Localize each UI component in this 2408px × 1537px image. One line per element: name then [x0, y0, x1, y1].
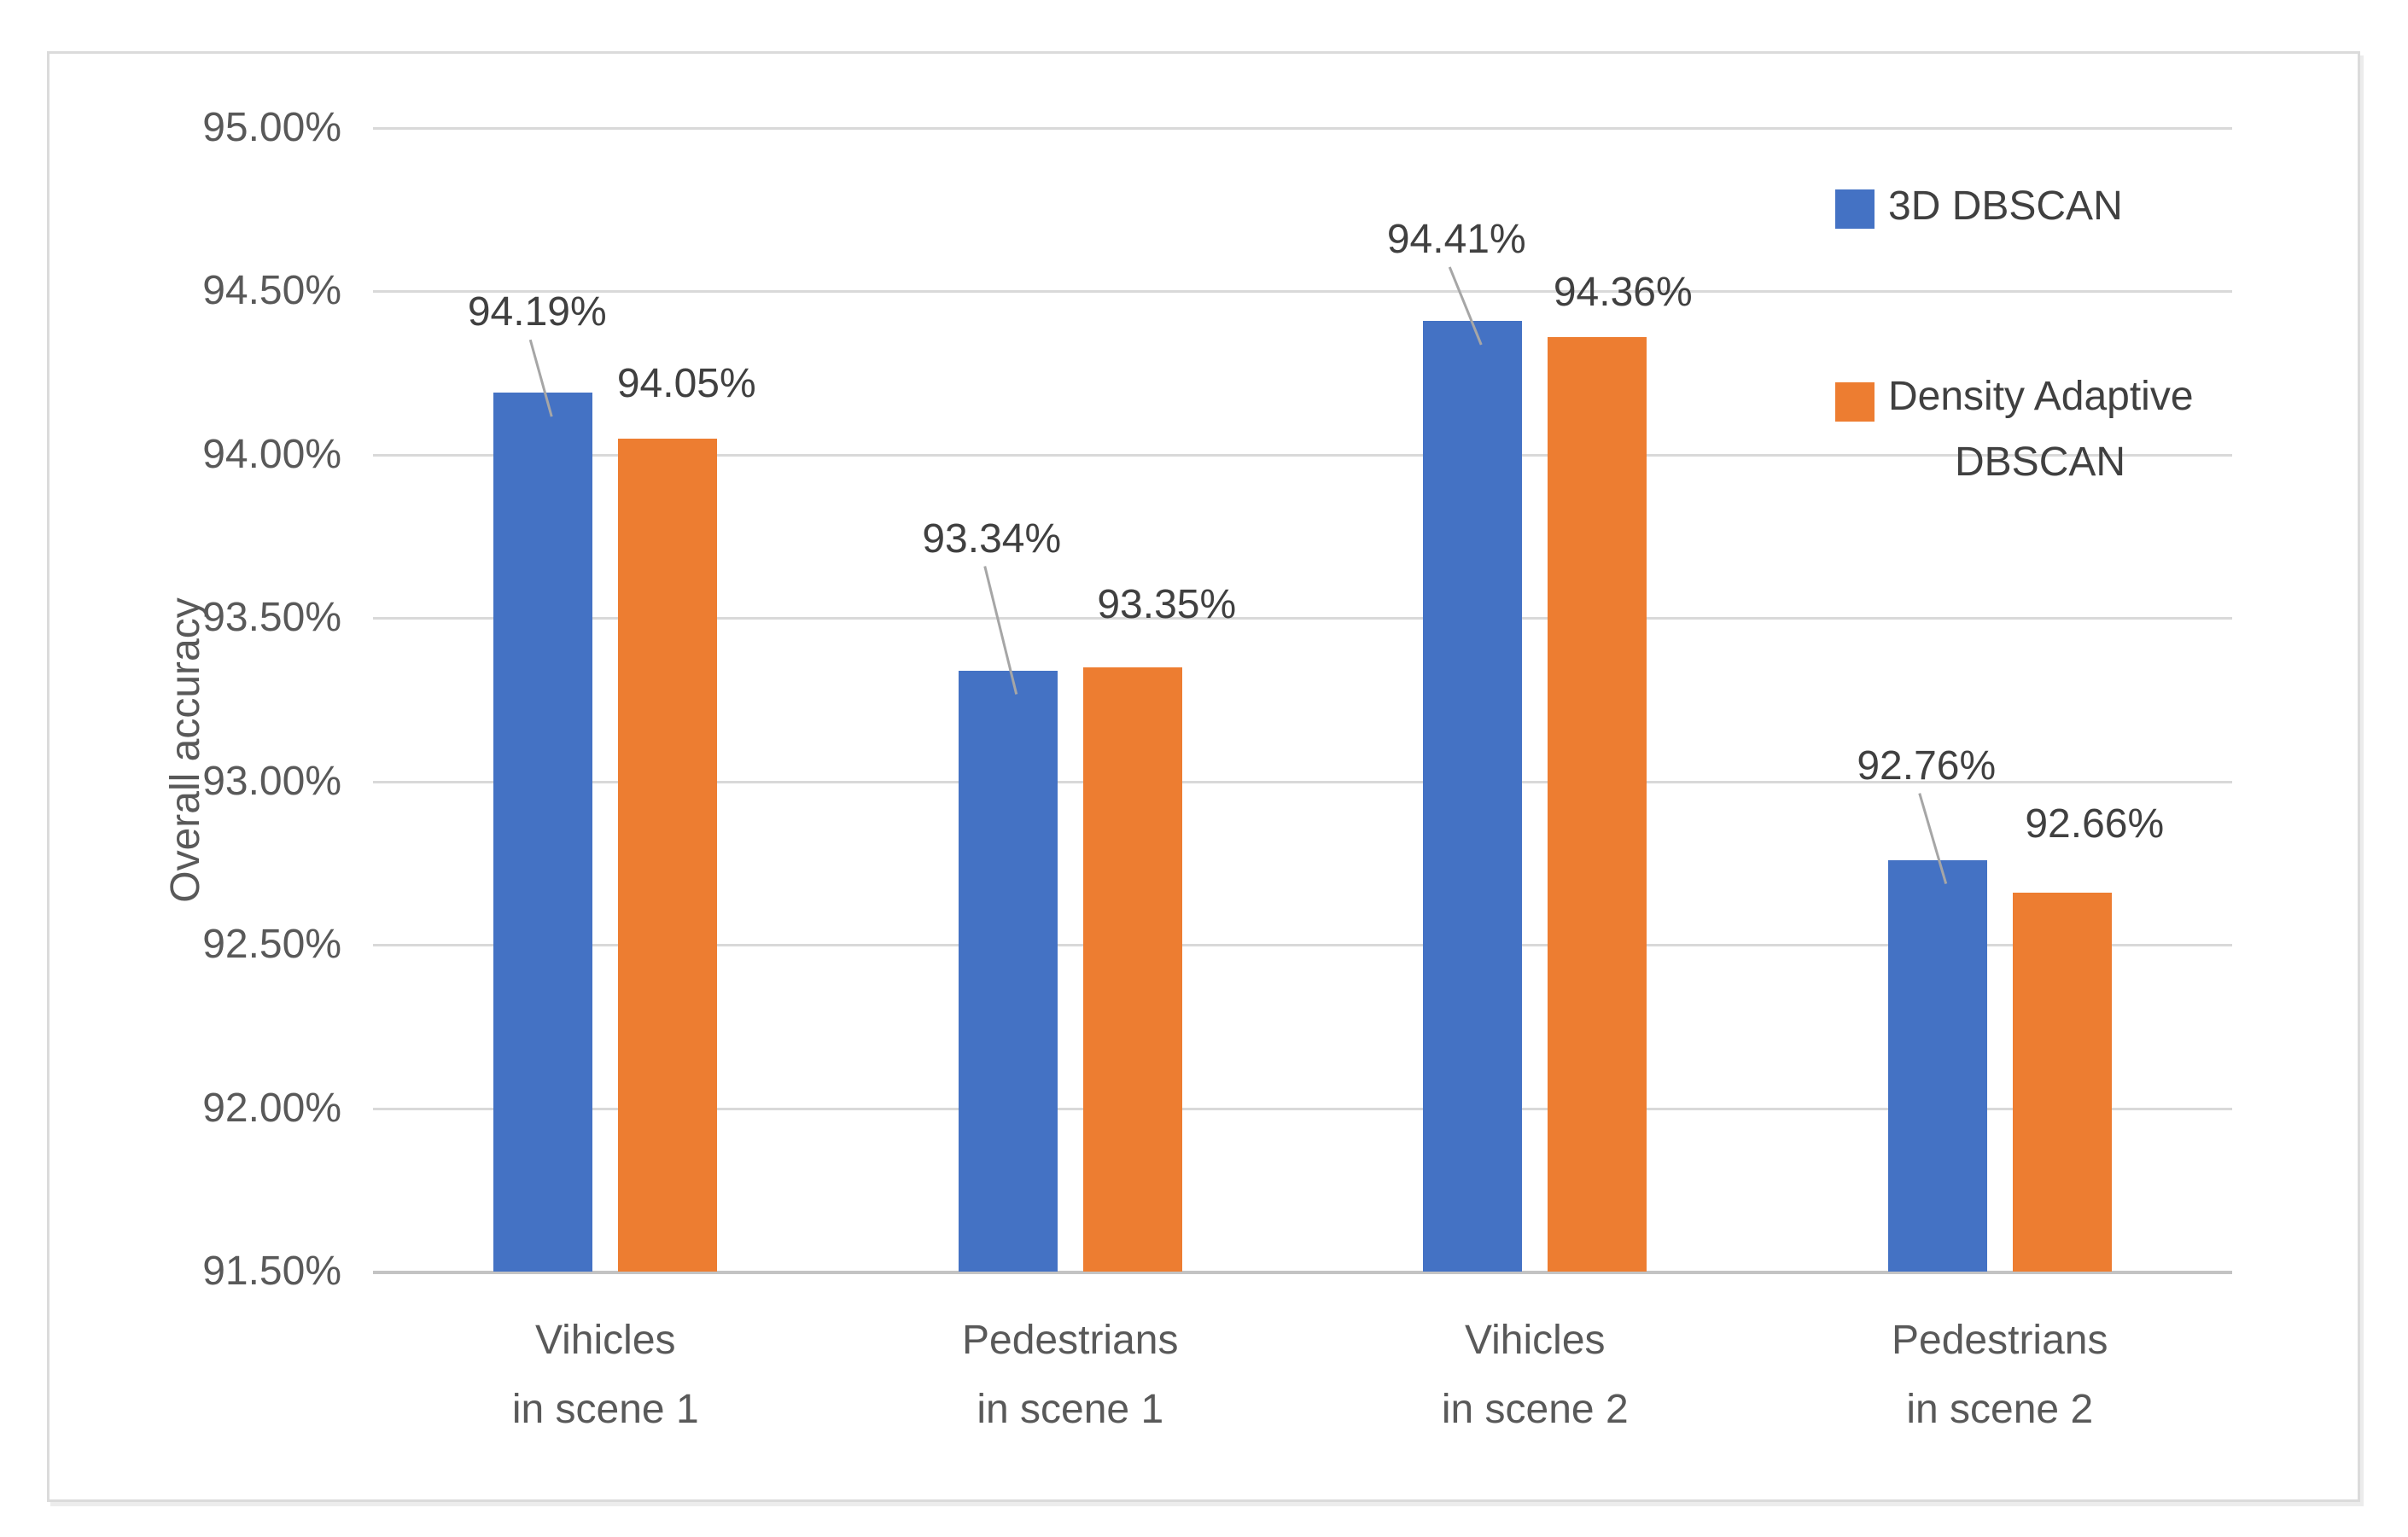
legend-swatch: [1835, 382, 1875, 422]
data-label: 93.35%: [1097, 581, 1237, 627]
y-axis-tick-label: 91.50%: [202, 1249, 341, 1294]
y-axis-title: Overall accuracy: [163, 597, 208, 903]
bar-density-adaptive-dbscan: [618, 438, 718, 1272]
data-label: 92.76%: [1857, 742, 1997, 789]
data-label: 94.41%: [1386, 216, 1526, 262]
x-category-label: in scene 1: [511, 1387, 699, 1432]
legend-label: 3D DBSCAN: [1888, 183, 2123, 229]
bar-3d-dbscan: [1423, 320, 1523, 1272]
x-category-label: Pedestrians: [1892, 1318, 2108, 1363]
legend-label: DBSCAN: [1955, 440, 2126, 485]
data-label: 92.66%: [2025, 801, 2165, 847]
bar-3d-dbscan: [1887, 859, 1987, 1272]
gridline: [373, 453, 2232, 457]
bar-3d-dbscan: [493, 393, 593, 1272]
data-label: 94.05%: [616, 360, 756, 406]
bar-density-adaptive-dbscan: [2012, 892, 2112, 1272]
gridline: [373, 780, 2232, 783]
y-axis-tick-label: 92.50%: [202, 922, 341, 968]
gridline: [373, 290, 2232, 294]
gridline: [373, 1107, 2232, 1110]
legend-label: Density Adaptive: [1888, 374, 2194, 419]
y-axis-tick-label: 92.00%: [202, 1085, 341, 1131]
data-label: 93.34%: [922, 515, 1062, 562]
y-axis-tick-label: 93.00%: [202, 758, 341, 804]
data-label: 94.19%: [467, 289, 607, 335]
bar-3d-dbscan: [958, 670, 1058, 1272]
y-axis-tick-label: 94.50%: [202, 268, 341, 314]
x-category-label: Vihicles: [1464, 1318, 1606, 1363]
bar-density-adaptive-dbscan: [1082, 667, 1182, 1272]
legend-swatch: [1835, 189, 1875, 229]
x-category-label: in scene 2: [1906, 1387, 2094, 1432]
y-axis-tick-label: 93.50%: [202, 595, 341, 641]
data-label: 94.36%: [1553, 270, 1693, 316]
gridline: [373, 617, 2232, 620]
x-category-label: in scene 2: [1441, 1387, 1629, 1432]
x-category-label: in scene 1: [977, 1387, 1164, 1432]
gridline: [373, 127, 2232, 130]
gridline: [373, 1271, 2232, 1274]
y-axis-tick-label: 94.00%: [202, 431, 341, 477]
gridline: [373, 944, 2232, 947]
bar-density-adaptive-dbscan: [1548, 337, 1647, 1272]
x-category-label: Pedestrians: [962, 1318, 1179, 1363]
y-axis-tick-label: 95.00%: [202, 105, 341, 150]
x-category-label: Vihicles: [534, 1318, 676, 1363]
